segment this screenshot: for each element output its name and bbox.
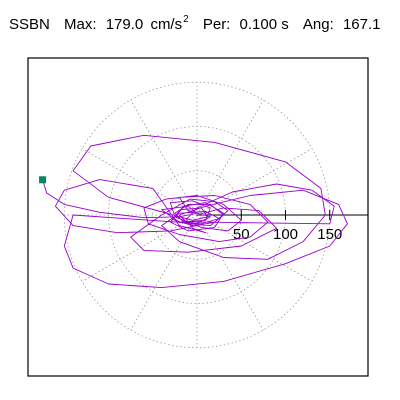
trace-header: SSBN Max: 179.0 cm/s2 Per: 0.100 s Ang: … xyxy=(9,14,381,33)
max-value: 179.0 xyxy=(105,16,144,33)
grid-spoke-210 xyxy=(81,214,198,282)
grid-spoke-60 xyxy=(196,99,264,216)
angle-label: Ang: xyxy=(302,16,334,33)
period-value: 0.100 s xyxy=(239,16,289,33)
axis-tick-label-50: 50 xyxy=(233,226,250,243)
grid-spoke-30 xyxy=(196,148,313,216)
polar-axis: 50 100 150 xyxy=(197,210,368,243)
station-code: SSBN xyxy=(9,16,50,33)
axis-tick-label-100: 100 xyxy=(273,226,298,243)
motion-trace-line xyxy=(42,134,348,289)
peak-marker-group xyxy=(39,176,47,184)
motion-trace xyxy=(42,134,348,289)
max-label: Max: xyxy=(64,16,97,33)
grid-spoke-120 xyxy=(130,99,198,216)
max-unit-exponent: 2 xyxy=(183,14,189,25)
period-label: Per: xyxy=(202,16,231,33)
max-unit: cm/s xyxy=(150,16,183,33)
plot-frame xyxy=(27,57,369,377)
peak-marker xyxy=(39,176,47,184)
grid-spoke-330 xyxy=(196,214,313,282)
angle-value: 167.1 xyxy=(342,16,381,33)
